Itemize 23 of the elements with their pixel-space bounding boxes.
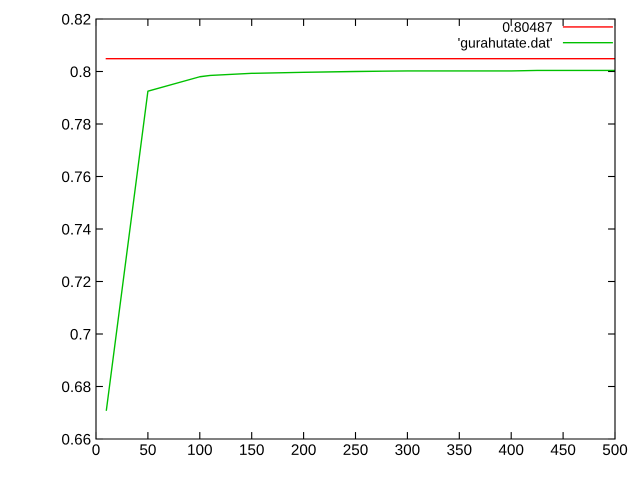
y-tick-label: 0.66 xyxy=(62,434,90,445)
y-tick-label: 0.8 xyxy=(70,66,90,78)
x-tick-label: 250 xyxy=(344,444,368,456)
x-tick-label: 500 xyxy=(602,444,628,456)
y-tick-label: 0.68 xyxy=(62,381,90,392)
x-tick-label: 400 xyxy=(498,444,524,456)
x-tick-label: 0 xyxy=(92,444,100,456)
x-tick-label: 200 xyxy=(292,444,316,456)
y-tick-label: 0.74 xyxy=(62,224,91,235)
x-tick-label: 150 xyxy=(240,444,264,456)
series-label: 0.80487 xyxy=(502,22,552,32)
x-tick-label: 50 xyxy=(140,444,156,456)
x-tick-label: 450 xyxy=(550,444,576,456)
y-tick-label: 0.82 xyxy=(62,14,90,25)
x-tick-label: 350 xyxy=(447,444,472,456)
x-tick-label: 100 xyxy=(188,444,212,456)
line-series xyxy=(106,70,615,411)
x-tick-label: 300 xyxy=(395,444,420,456)
y-tick-label: 0.72 xyxy=(62,276,90,288)
y-tick-label: 0.76 xyxy=(62,171,90,182)
y-tick-label: 0.7 xyxy=(70,328,90,340)
y-tick-label: 0.78 xyxy=(62,118,90,130)
legend-label: 'gurahutate.dat' xyxy=(458,38,552,50)
